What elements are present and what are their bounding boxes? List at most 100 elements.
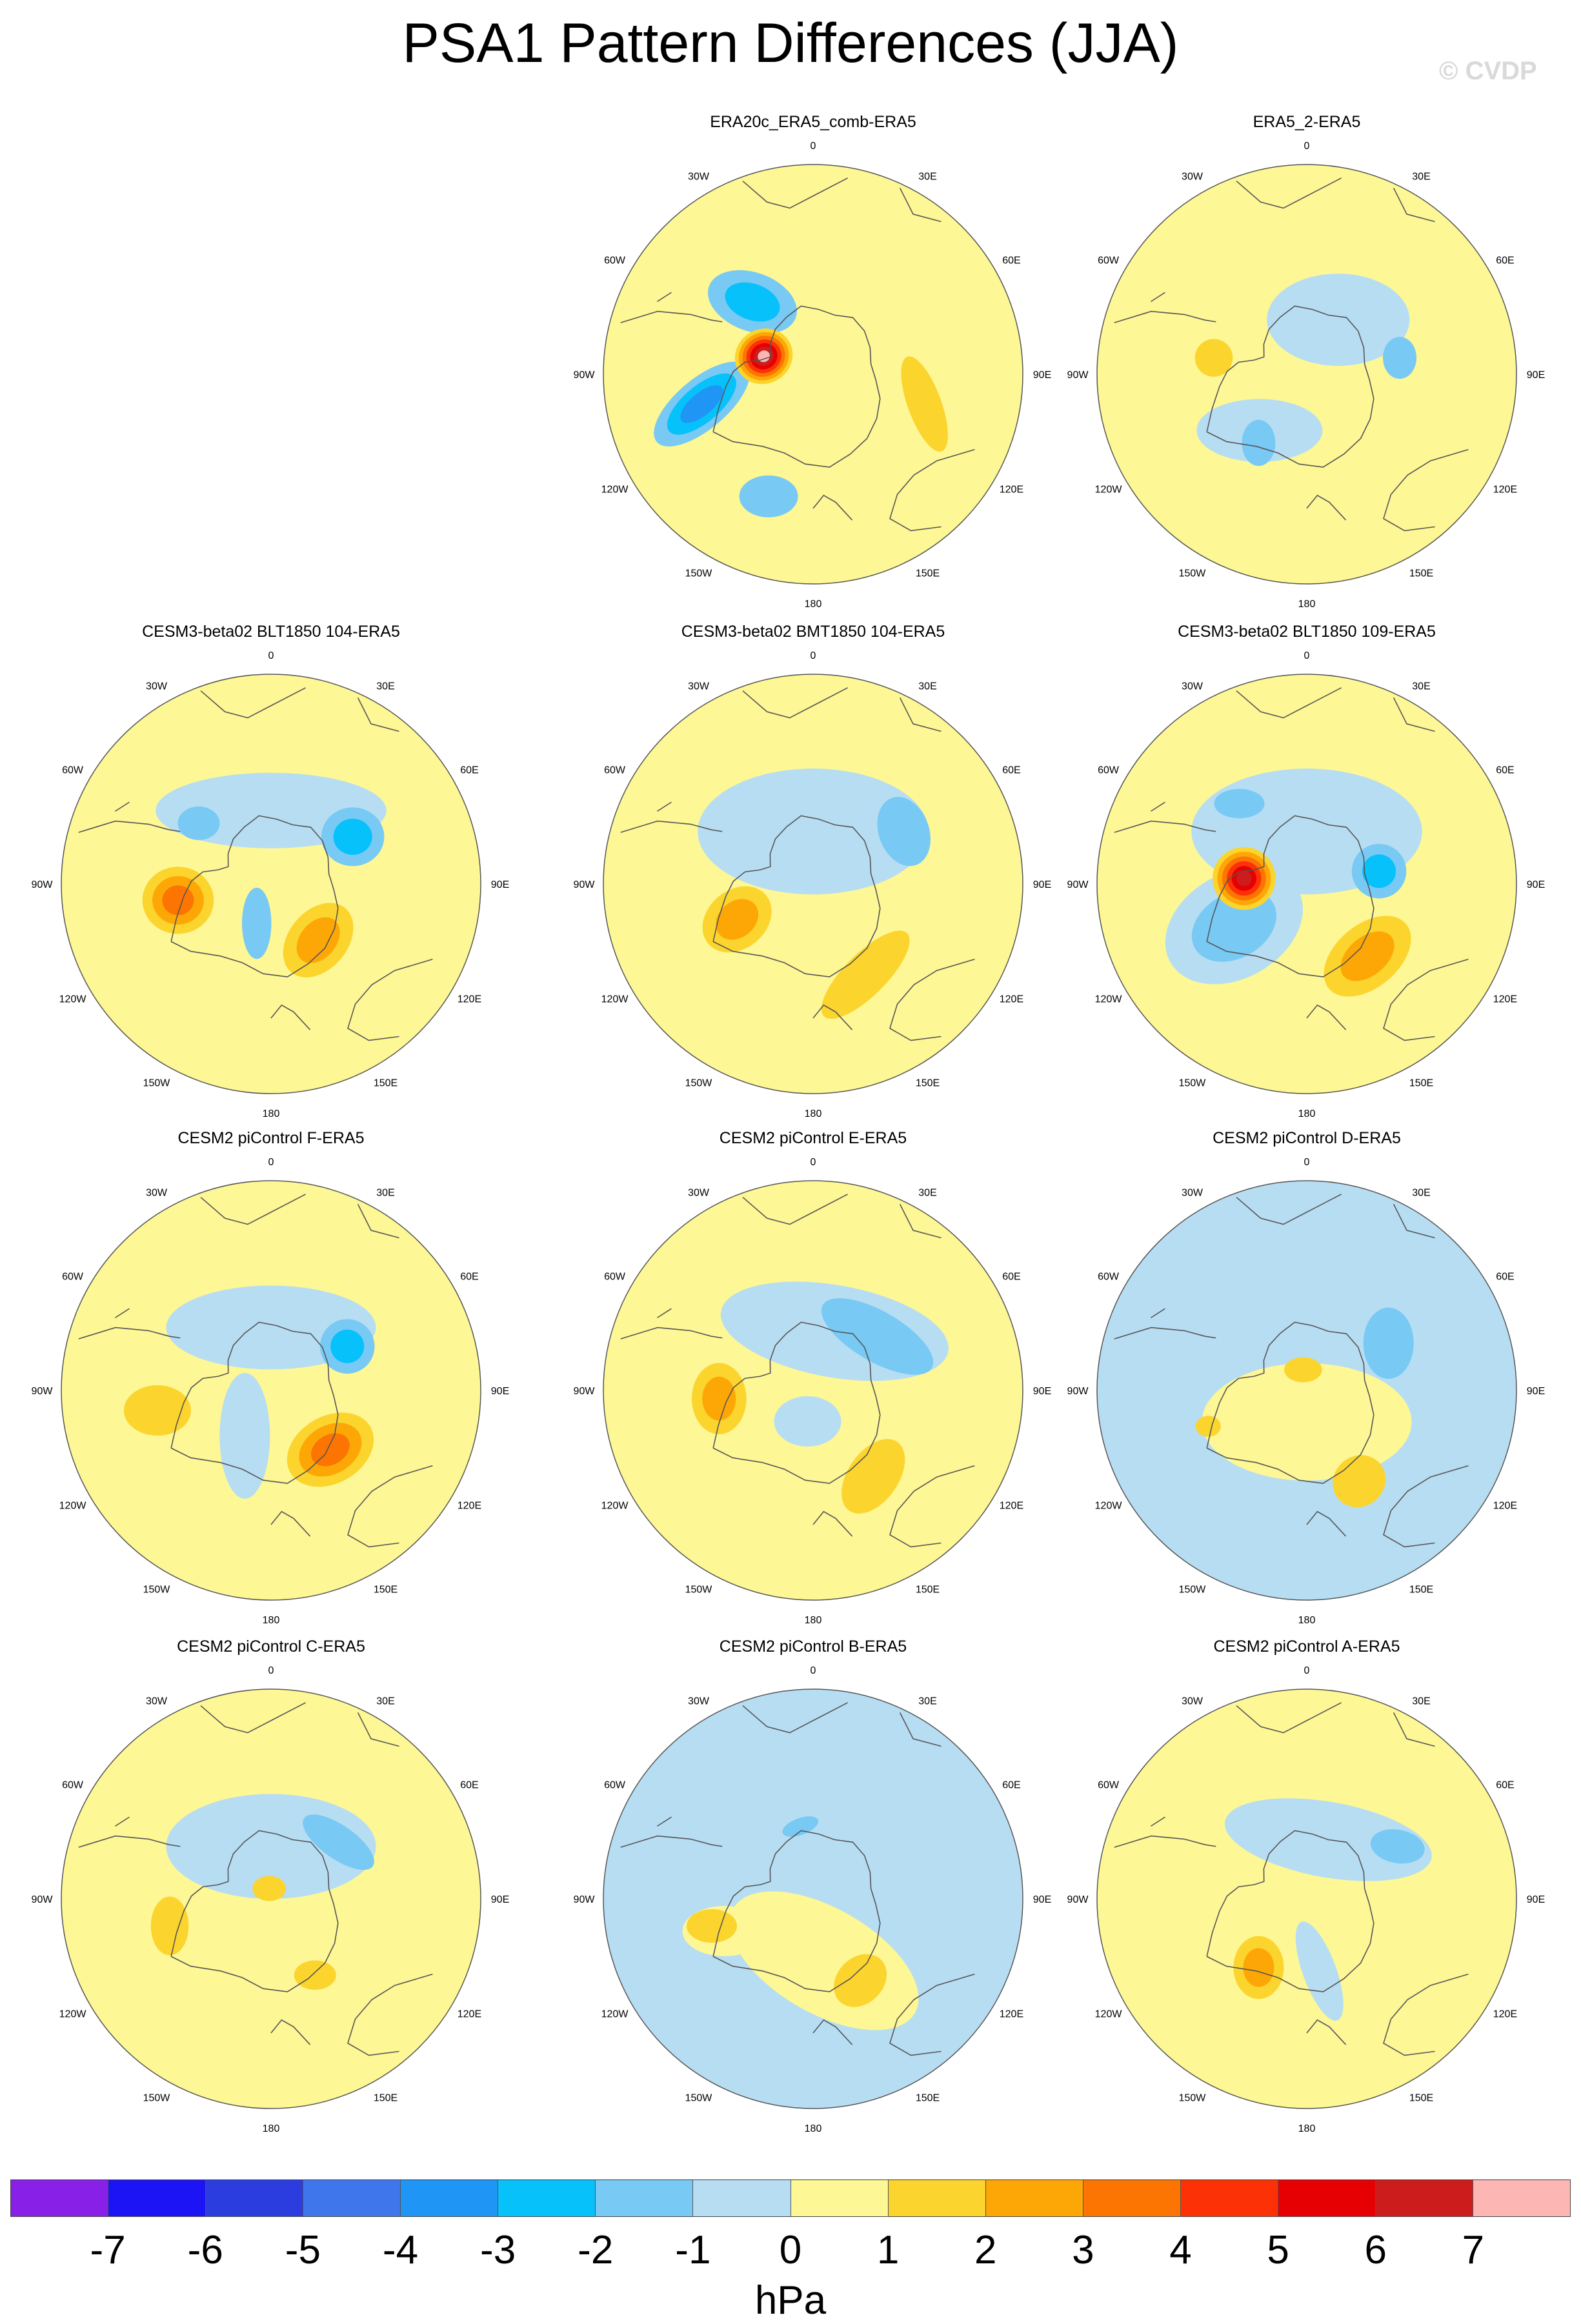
contour-blob bbox=[702, 1376, 736, 1421]
longitude-label: 90W bbox=[1067, 370, 1089, 381]
panel-title: CESM3-beta02 BMT1850 104-ERA5 bbox=[681, 623, 945, 641]
contour-blob bbox=[294, 1960, 336, 1990]
longitude-label: 150W bbox=[143, 1584, 171, 1595]
panel-title: CESM2 piControl A-ERA5 bbox=[1213, 1638, 1400, 1656]
longitude-label: 30E bbox=[1412, 1188, 1430, 1199]
coastline bbox=[899, 187, 942, 223]
longitude-label: 150W bbox=[1179, 1077, 1207, 1088]
coastline bbox=[78, 1327, 181, 1339]
colorbar-swatch bbox=[303, 2180, 401, 2216]
contour-blob bbox=[1243, 1948, 1274, 1987]
longitude-label: 90W bbox=[574, 1894, 596, 1905]
coastline bbox=[1306, 1004, 1347, 1030]
map-border bbox=[1096, 1180, 1517, 1601]
contour-blob bbox=[1214, 788, 1265, 819]
longitude-label: 0 bbox=[811, 1665, 816, 1676]
colorbar-swatch bbox=[401, 2180, 499, 2216]
contour-blob bbox=[1191, 890, 1276, 962]
polar-map: 0 30E 60E 90E 120E 150E 180 150W 120W 90W 60W 30W bbox=[574, 1157, 1052, 1626]
colorbar-swatch bbox=[985, 2180, 1083, 2216]
longitude-label: 60E bbox=[1002, 765, 1020, 776]
contour-blob bbox=[758, 350, 770, 363]
longitude-label: 150E bbox=[374, 2092, 398, 2103]
longitude-label: 30W bbox=[688, 172, 710, 183]
coastline bbox=[270, 1004, 311, 1030]
coastline bbox=[1114, 820, 1216, 833]
colorbar-tick-label: -5 bbox=[285, 2228, 321, 2272]
longitude-label: 150W bbox=[685, 568, 713, 579]
longitude-label: 90E bbox=[1033, 370, 1051, 381]
colorbar-tick-label: 4 bbox=[1169, 2228, 1192, 2272]
map-panel: CESM3-beta02 BLT1850 104-ERA5 0 30E 60E 90E 1… bbox=[26, 623, 516, 1132]
map-border bbox=[1096, 674, 1517, 1094]
map-border bbox=[603, 164, 1023, 585]
map-border bbox=[61, 1688, 481, 2109]
map-background-field bbox=[61, 1181, 481, 1600]
colorbar-tick-label: -6 bbox=[187, 2228, 223, 2272]
panel-title: CESM2 piControl E-ERA5 bbox=[719, 1129, 907, 1147]
longitude-label: 60E bbox=[1496, 1272, 1514, 1283]
coastline bbox=[357, 697, 399, 732]
longitude-label: 150W bbox=[143, 1077, 171, 1088]
longitude-label: 60W bbox=[604, 1780, 626, 1791]
contour-blob bbox=[1195, 1416, 1221, 1437]
longitude-label: 30E bbox=[376, 1696, 394, 1707]
colorbar-swatch bbox=[108, 2180, 206, 2216]
longitude-label: 90E bbox=[1527, 370, 1545, 381]
longitude-label: 150E bbox=[916, 2092, 940, 2103]
map-panel: ERA5_2-ERA5 0 30E 60E 90E 120E 150E 180 150W 120W… bbox=[1062, 113, 1552, 623]
polar-map: 0 30E 60E 90E 120E 150E 180 150W 120W 90W 60W 30W bbox=[32, 1665, 510, 2134]
contour-blob bbox=[1340, 931, 1395, 981]
longitude-label: 90E bbox=[1033, 1386, 1051, 1397]
coastline bbox=[78, 1835, 181, 1848]
longitude-label: 180 bbox=[263, 1615, 280, 1626]
figure-title: PSA1 Pattern Differences (JJA) bbox=[402, 12, 1179, 74]
coastline bbox=[812, 494, 853, 521]
longitude-label: 90E bbox=[1033, 879, 1051, 890]
colorbar-swatch bbox=[1083, 2180, 1181, 2216]
colorbar-tick-label: 0 bbox=[779, 2228, 802, 2272]
coastline bbox=[270, 2019, 311, 2045]
coastline bbox=[1393, 697, 1435, 732]
contour-blob bbox=[242, 887, 272, 959]
map-border bbox=[603, 1180, 1023, 1601]
coastline bbox=[889, 1973, 975, 2056]
polar-map: 0 30E 60E 90E 120E 150E 180 150W 120W 90W 60W 30W bbox=[1067, 1157, 1546, 1626]
coastline bbox=[712, 815, 881, 977]
longitude-label: 150W bbox=[143, 2092, 171, 2103]
map-border bbox=[1096, 1688, 1517, 2109]
longitude-label: 0 bbox=[268, 1665, 274, 1676]
longitude-label: 60E bbox=[1002, 1780, 1020, 1791]
coastline bbox=[1114, 1327, 1216, 1339]
colorbar-tick-label: 6 bbox=[1364, 2228, 1387, 2272]
coastline bbox=[712, 1321, 881, 1484]
coastline bbox=[1393, 1712, 1435, 1747]
contour-blob bbox=[821, 1298, 934, 1375]
coastline bbox=[1383, 448, 1469, 532]
colorbar-swatch bbox=[693, 2180, 791, 2216]
panel-title: CESM2 piControl F-ERA5 bbox=[177, 1129, 365, 1147]
map-border bbox=[603, 1688, 1023, 2109]
map-panel: CESM2 piControl B-ERA5 0 30E 60E 90E 120E 150E… bbox=[568, 1638, 1058, 2147]
longitude-label: 90W bbox=[574, 370, 596, 381]
longitude-label: 90E bbox=[1527, 1386, 1545, 1397]
coastline bbox=[115, 801, 130, 812]
coastline bbox=[812, 2019, 853, 2045]
coastline bbox=[742, 1702, 848, 1734]
contour-blob bbox=[739, 475, 798, 517]
longitude-label: 120E bbox=[458, 2009, 481, 2020]
colorbar-swatch bbox=[1278, 2180, 1376, 2216]
coastline bbox=[899, 697, 942, 732]
longitude-label: 30W bbox=[146, 681, 168, 692]
contour-blob bbox=[725, 282, 780, 322]
longitude-label: 180 bbox=[805, 2123, 822, 2134]
polar-map: 0 30E 60E 90E 120E 150E 180 150W 120W 90W 60W 30W bbox=[574, 1665, 1052, 2134]
colorbar-swatch bbox=[206, 2180, 304, 2216]
coastline bbox=[1393, 187, 1435, 223]
longitude-label: 60E bbox=[460, 1780, 478, 1791]
longitude-label: 0 bbox=[811, 1157, 816, 1168]
longitude-label: 30W bbox=[688, 681, 710, 692]
coastline bbox=[357, 1203, 399, 1239]
colorbar bbox=[10, 2179, 1571, 2217]
coastline bbox=[1151, 1816, 1165, 1827]
